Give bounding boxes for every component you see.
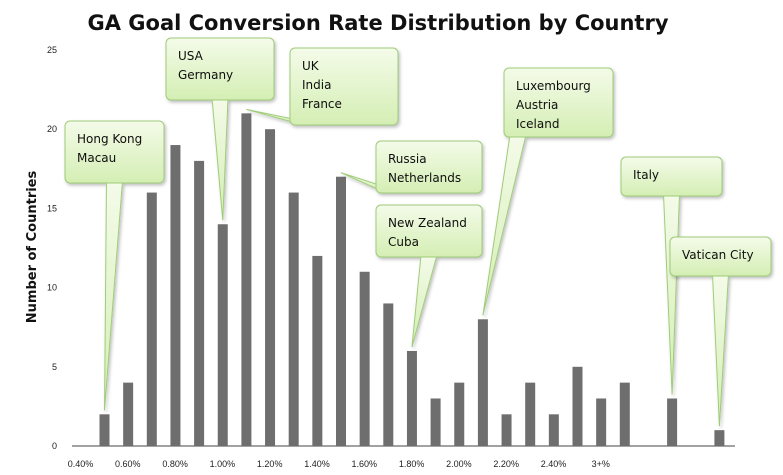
chart-title: GA Goal Conversion Rate Distribution by … [87, 11, 668, 35]
callout-label: Italy [633, 168, 659, 182]
callout-seam [511, 131, 525, 136]
bar [194, 160, 205, 446]
callout: Russia Netherlands [340, 140, 483, 194]
callout-pointer [662, 193, 681, 395]
callout-seam [422, 251, 436, 256]
x-tick-label: 0.60% [115, 459, 141, 469]
callout-seam [107, 177, 122, 182]
callout-seam [713, 270, 728, 275]
callout-label: Germany [178, 68, 233, 82]
bar [170, 145, 181, 447]
callout-seam [664, 190, 679, 195]
callout-box [620, 156, 723, 197]
callout-label: Vatican City [682, 248, 754, 262]
bar [430, 398, 441, 446]
callout-pointer [711, 273, 730, 427]
callout-label: New Zealand [388, 216, 467, 230]
bar [596, 398, 607, 446]
bar [525, 382, 536, 446]
callout-box [375, 140, 483, 194]
x-tick-label: 0.40% [68, 459, 94, 469]
bar [217, 224, 228, 446]
callout-label: Luxembourg [516, 79, 591, 93]
bar [312, 255, 323, 446]
callout-pointer [411, 254, 438, 348]
callout-seam [383, 187, 397, 192]
y-tick-label: 20 [47, 124, 57, 134]
x-tick-label: 0.80% [162, 459, 188, 469]
callout: Hong Kong Macau [64, 120, 165, 411]
callout-box [64, 120, 165, 184]
bar [572, 366, 583, 446]
bar [477, 319, 488, 446]
bar [714, 430, 725, 446]
bar [359, 271, 370, 446]
callout-pointer [211, 97, 229, 221]
bars [99, 113, 725, 447]
callout-label: Iceland [516, 117, 559, 131]
x-tick-label: 1.00% [210, 459, 236, 469]
callout: Vatican City [669, 236, 772, 427]
callout-label: Macau [77, 151, 116, 165]
x-tick-label: 1.80% [399, 459, 425, 469]
y-axis-label: Number of Countries [25, 171, 40, 324]
callouts: Hong Kong Macau USA Germany UK India France Rus… [64, 37, 772, 427]
callout-pointer [482, 134, 527, 316]
callout: New Zealand Cuba [375, 204, 483, 348]
x-axis-ticks: 0.40% 0.60% 0.80% 1.00% 1.20% 1.40% 1.60% 1.80%… [68, 459, 610, 469]
x-tick-label: 1.40% [304, 459, 330, 469]
callout: Luxembourg Austria Iceland [482, 67, 614, 316]
callout-label: Russia [388, 152, 427, 166]
x-tick-label: 3+% [592, 459, 610, 469]
y-tick-label: 10 [47, 283, 57, 293]
callout-pointer [104, 180, 124, 411]
x-tick-label: 2.00% [446, 459, 472, 469]
x-tick-label: 2.20% [493, 459, 519, 469]
bar [336, 176, 346, 446]
bar [288, 192, 299, 446]
callout-label: UK [302, 59, 320, 73]
bar [99, 414, 110, 446]
bar [265, 129, 276, 446]
callout-box [375, 204, 483, 258]
callout-label: Hong Kong [77, 132, 142, 146]
x-tick-label: 1.60% [352, 459, 378, 469]
bar [501, 414, 512, 446]
callout: USA Germany [165, 37, 275, 221]
bar [146, 192, 157, 446]
y-tick-label: 5 [52, 362, 57, 372]
y-tick-label: 15 [47, 203, 57, 213]
y-axis-ticks: 0 5 10 15 20 25 [47, 45, 57, 451]
bar [123, 382, 134, 446]
bar [406, 350, 417, 446]
x-tick-label: 2.40% [541, 459, 567, 469]
callout-box [669, 236, 772, 277]
callout-box [289, 47, 399, 126]
y-tick-label: 25 [47, 45, 57, 55]
bar [454, 382, 465, 446]
callout-label: Austria [516, 98, 558, 112]
callout-label: Netherlands [388, 171, 461, 185]
y-tick-label: 0 [52, 441, 57, 451]
bar [548, 414, 559, 446]
callout-label: France [302, 97, 342, 111]
callout-box [503, 67, 614, 138]
callout-label: India [302, 78, 331, 92]
callout-label: Cuba [388, 235, 419, 249]
callout: UK India France [246, 47, 399, 126]
callout-seam [297, 119, 311, 124]
x-tick-label: 1.20% [257, 459, 283, 469]
bar [667, 398, 678, 446]
bar [383, 303, 394, 446]
callout-seam [213, 94, 227, 99]
callout-box [165, 37, 275, 101]
bar [619, 382, 630, 446]
bar [241, 113, 252, 447]
callout-label: USA [178, 49, 204, 63]
